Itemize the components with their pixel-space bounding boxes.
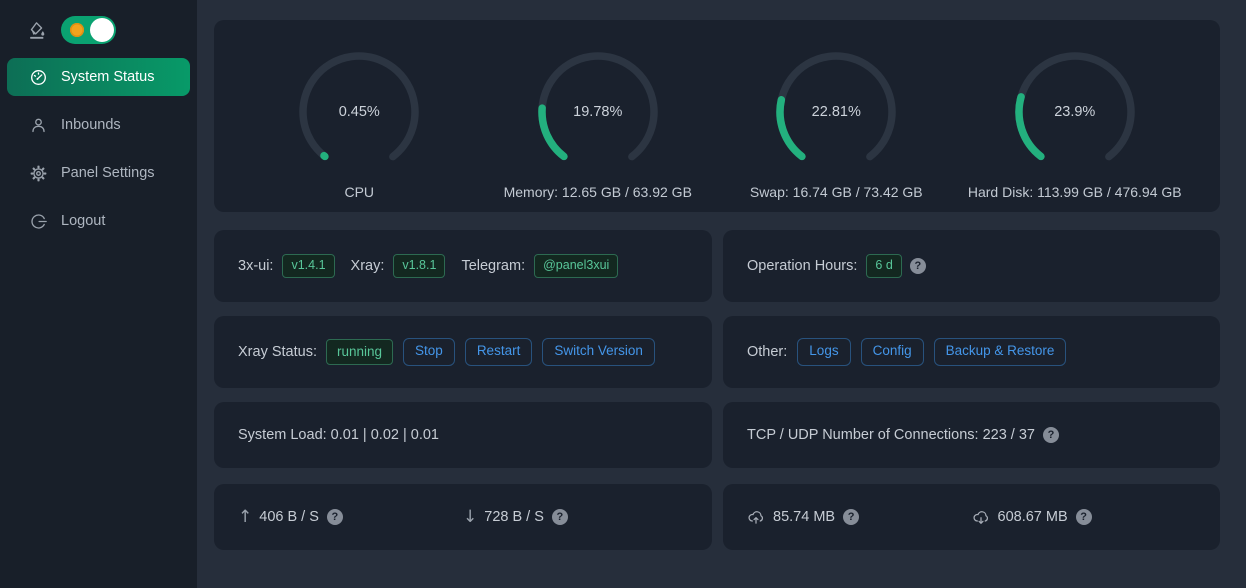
- user-icon: [30, 117, 47, 134]
- connections-card: TCP / UDP Number of Connections: 223 / 3…: [723, 402, 1220, 468]
- arrow-up-icon: ↑: [238, 507, 253, 527]
- sidebar: System Status Inbounds: [0, 0, 197, 588]
- xray-status-card: Xray Status: running Stop Restart Switch…: [214, 316, 712, 388]
- xray-running-tag: running: [325, 338, 394, 366]
- sun-icon: [70, 23, 84, 37]
- xray-status-label: Xray Status:: [238, 344, 317, 360]
- other-actions-card: Other: Logs Config Backup & Restore: [723, 316, 1220, 388]
- traffic-sent-value: 85.74 MB: [773, 509, 836, 525]
- help-icon[interactable]: ?: [326, 509, 343, 525]
- traffic-received: 608.67 MB ?: [972, 509, 1197, 525]
- dark-mode-toggle[interactable]: [61, 16, 116, 44]
- traffic-sent: 85.74 MB ?: [747, 509, 972, 525]
- download-speed-value: 728 B / S: [484, 509, 544, 525]
- sidebar-header: [0, 0, 197, 44]
- swap-gauge-label: Swap: 16.74 GB / 73.42 GB: [749, 184, 923, 200]
- xray-version-tag: v1.8.1: [393, 254, 446, 278]
- disk-gauge-column: 23.9% Hard Disk: 113.99 GB / 476.94 GB: [956, 52, 1195, 212]
- cpu-gauge-column: 0.45% CPU: [240, 52, 479, 212]
- config-button[interactable]: Config: [860, 338, 924, 366]
- versions-card: 3x-ui: v1.4.1 Xray: v1.8.1 Telegram: @pa…: [214, 230, 712, 302]
- other-label: Other:: [747, 344, 788, 360]
- help-icon[interactable]: ?: [843, 509, 860, 525]
- memory-gauge-value: 19.78%: [573, 104, 623, 120]
- cpu-gauge-label: CPU: [344, 184, 375, 200]
- sidebar-item-label: Inbounds: [61, 117, 121, 133]
- traffic-received-value: 608.67 MB: [997, 509, 1068, 525]
- sidebar-item-logout[interactable]: Logout: [7, 202, 190, 240]
- xui-version-label: 3x-ui:: [238, 258, 274, 274]
- sidebar-menu: System Status Inbounds: [0, 58, 197, 240]
- memory-gauge-column: 19.78% Memory: 12.65 GB / 63.92 GB: [479, 52, 718, 212]
- system-load-card: System Load: 0.01 | 0.02 | 0.01: [214, 402, 712, 468]
- swap-gauge: 22.81%: [776, 52, 896, 172]
- memory-gauge-label: Memory: 12.65 GB / 63.92 GB: [503, 184, 692, 200]
- system-gauges-card: 0.45% CPU 19.78% Memory: 12.65 GB / 63.9…: [214, 20, 1220, 212]
- xui-version-tag: v1.4.1: [282, 254, 335, 278]
- stop-button[interactable]: Stop: [403, 338, 455, 366]
- cpu-gauge-value: 0.45%: [338, 104, 380, 120]
- upload-speed: ↑ 406 B / S ?: [238, 507, 463, 527]
- telegram-handle-tag[interactable]: @panel3xui: [534, 254, 619, 278]
- sidebar-item-inbounds[interactable]: Inbounds: [7, 106, 190, 144]
- backup-restore-button[interactable]: Backup & Restore: [933, 338, 1067, 366]
- gear-icon: [30, 165, 47, 182]
- hard-disk-gauge-label: Hard Disk: 113.99 GB / 476.94 GB: [967, 184, 1182, 200]
- sidebar-item-system-status[interactable]: System Status: [7, 58, 190, 96]
- cloud-download-icon: [972, 509, 990, 525]
- help-icon[interactable]: ?: [1075, 509, 1092, 525]
- dashboard-icon: [30, 69, 47, 86]
- download-speed: ↓ 728 B / S ?: [463, 507, 688, 527]
- help-icon[interactable]: ?: [551, 509, 568, 525]
- logs-button[interactable]: Logs: [797, 338, 851, 366]
- xray-version-label: Xray:: [350, 258, 385, 274]
- connections-text: TCP / UDP Number of Connections: 223 / 3…: [747, 427, 1035, 443]
- system-load-text: System Load: 0.01 | 0.02 | 0.01: [238, 427, 439, 443]
- sidebar-item-label: Logout: [61, 213, 106, 229]
- help-icon[interactable]: ?: [1043, 427, 1059, 443]
- cpu-gauge: 0.45%: [299, 52, 419, 172]
- operation-hours-tag: 6 d: [866, 254, 902, 278]
- switch-version-button[interactable]: Switch Version: [542, 338, 655, 366]
- restart-button[interactable]: Restart: [464, 338, 533, 366]
- logout-icon: [30, 213, 47, 230]
- sidebar-item-label: Panel Settings: [61, 165, 155, 181]
- memory-gauge: 19.78%: [538, 52, 658, 172]
- swap-gauge-column: 22.81% Swap: 16.74 GB / 73.42 GB: [717, 52, 956, 212]
- cloud-upload-icon: [747, 509, 765, 525]
- help-icon[interactable]: ?: [909, 258, 926, 274]
- operation-hours-label: Operation Hours:: [747, 258, 858, 274]
- arrow-down-icon: ↓: [463, 507, 478, 527]
- sidebar-item-label: System Status: [61, 69, 155, 85]
- sidebar-item-panel-settings[interactable]: Panel Settings: [7, 154, 190, 192]
- upload-speed-value: 406 B / S: [259, 509, 319, 525]
- hard-disk-gauge: 23.9%: [1015, 52, 1135, 172]
- network-speed-card: ↑ 406 B / S ? ↓ 728 B / S ?: [214, 484, 712, 550]
- toggle-knob: [90, 18, 114, 42]
- telegram-label: Telegram:: [461, 258, 526, 274]
- operation-hours-card: Operation Hours: 6 d ?: [723, 230, 1220, 302]
- hard-disk-gauge-value: 23.9%: [1054, 104, 1096, 120]
- theme-colors-icon: [27, 21, 46, 40]
- main-content: 0.45% CPU 19.78% Memory: 12.65 GB / 63.9…: [197, 0, 1246, 550]
- total-traffic-card: 85.74 MB ? 608.67 MB ?: [723, 484, 1220, 550]
- swap-gauge-value: 22.81%: [811, 104, 861, 120]
